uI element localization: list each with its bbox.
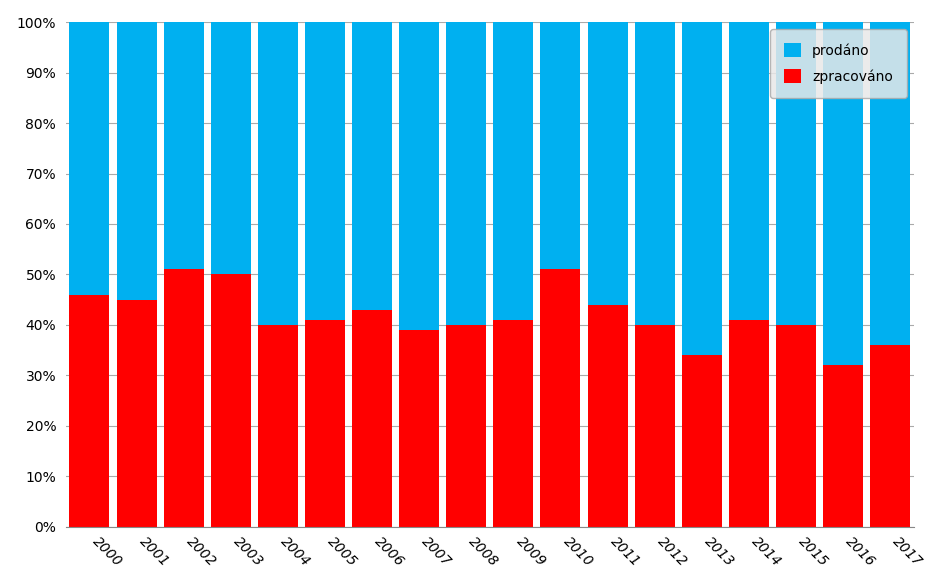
Bar [352,22,392,310]
Bar [163,22,204,270]
Bar [398,22,439,330]
Bar [587,22,627,305]
Bar [775,22,815,325]
Bar [352,310,392,527]
Bar [869,22,909,345]
Bar [634,22,674,325]
Bar [822,365,862,527]
Bar [493,320,532,527]
Bar [305,320,345,527]
Bar [211,22,250,274]
Bar [116,299,157,527]
Legend: prodáno, zpracováno: prodáno, zpracováno [769,29,906,98]
Bar [728,320,768,527]
Bar [540,22,580,270]
Bar [211,274,250,527]
Bar [681,22,721,355]
Bar [305,22,345,320]
Bar [587,305,627,527]
Bar [258,22,297,325]
Bar [446,22,486,325]
Bar [258,325,297,527]
Bar [69,22,110,295]
Bar [728,22,768,320]
Bar [446,325,486,527]
Bar [493,22,532,320]
Bar [540,270,580,527]
Bar [398,330,439,527]
Bar [681,355,721,527]
Bar [163,270,204,527]
Bar [869,345,909,527]
Bar [775,325,815,527]
Bar [822,22,862,365]
Bar [634,325,674,527]
Bar [116,22,157,299]
Bar [69,295,110,527]
